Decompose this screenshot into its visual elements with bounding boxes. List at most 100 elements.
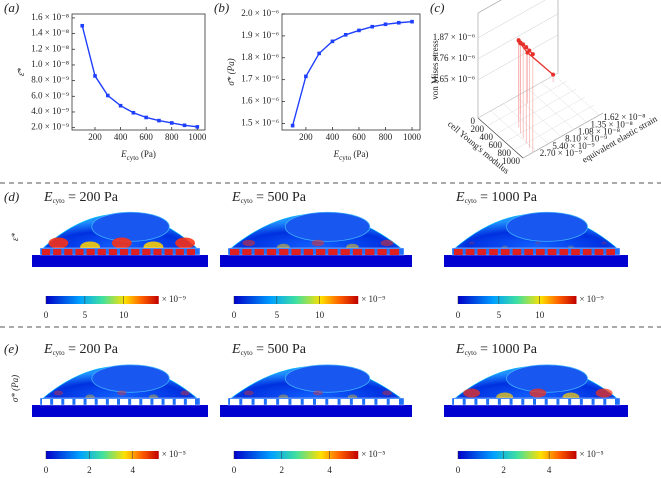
y-tick-label: 1.9 × 10⁻⁶ bbox=[241, 30, 279, 40]
pillar bbox=[164, 399, 173, 405]
pillar bbox=[120, 399, 129, 405]
colorbar-tick-label: 2 bbox=[87, 465, 92, 475]
pillar bbox=[266, 249, 277, 255]
pillar bbox=[86, 399, 95, 405]
pillar bbox=[42, 399, 51, 405]
marker bbox=[182, 123, 187, 128]
marker bbox=[290, 123, 295, 128]
y-tick-label: 8.10 × 10⁻⁹ bbox=[565, 134, 607, 144]
nucleus bbox=[91, 364, 170, 393]
marker bbox=[106, 93, 110, 98]
x-tick-label: 200 bbox=[471, 124, 485, 134]
colorbar-unit: × 10⁻⁹ bbox=[162, 294, 186, 304]
y-tick-label: 1.35 × 10⁻⁸ bbox=[591, 119, 633, 129]
marker bbox=[357, 28, 361, 33]
stress-region bbox=[53, 390, 64, 396]
pillar bbox=[97, 249, 106, 255]
grid-line bbox=[504, 96, 586, 143]
label-sub: cyto bbox=[127, 154, 140, 162]
nucleus bbox=[284, 211, 371, 242]
colorbar-tick-label: 4 bbox=[327, 465, 332, 475]
colorbar-tick-label: 10 bbox=[315, 310, 325, 320]
pillar bbox=[242, 249, 252, 255]
pillar bbox=[242, 399, 252, 405]
pillar bbox=[291, 399, 301, 405]
stress-region bbox=[601, 241, 608, 245]
stress-region bbox=[382, 390, 392, 396]
pillar bbox=[465, 249, 475, 255]
pillar bbox=[97, 399, 106, 405]
pillar bbox=[500, 249, 510, 255]
line bbox=[81, 25, 198, 128]
pillar bbox=[571, 249, 580, 255]
colorbar-tick-label: 10 bbox=[119, 310, 129, 320]
pillar bbox=[594, 399, 604, 405]
label-rest: = 200 Pa bbox=[65, 342, 119, 357]
label-main: E bbox=[231, 342, 241, 357]
substrate bbox=[444, 405, 628, 417]
grid-line bbox=[503, 103, 549, 144]
pillar bbox=[377, 249, 387, 255]
pillar bbox=[316, 399, 326, 405]
plot-frame bbox=[281, 13, 421, 131]
panel-label: (d) bbox=[4, 189, 19, 204]
colorbar-tick-label: 5 bbox=[497, 310, 502, 320]
y-tick-label: 2.0 × 10⁻⁹ bbox=[31, 122, 69, 132]
marker bbox=[370, 24, 375, 29]
x-tick-label: 600 bbox=[139, 132, 153, 142]
grid-line bbox=[486, 80, 568, 127]
pillar bbox=[547, 249, 557, 255]
stress-region bbox=[568, 245, 574, 249]
x-tick-label: 1000 bbox=[502, 156, 521, 166]
label-rest: = 500 Pa bbox=[253, 190, 307, 205]
pillar bbox=[536, 399, 545, 405]
marker bbox=[131, 110, 136, 115]
panel-label: (b) bbox=[214, 0, 229, 15]
y-tick-label: 1.8 × 10⁻⁶ bbox=[241, 52, 279, 62]
colorbar-tick-label: 5 bbox=[275, 310, 280, 320]
plot-frame bbox=[71, 13, 206, 131]
colorbar-unit: × 10⁻⁵ bbox=[162, 449, 186, 459]
pillar bbox=[477, 249, 487, 255]
z-tick-label: 1.76 × 10⁻⁶ bbox=[433, 53, 475, 63]
pillar bbox=[108, 399, 117, 405]
grid-line bbox=[477, 13, 559, 60]
stress-region bbox=[117, 390, 127, 396]
pillar bbox=[186, 249, 195, 255]
marker bbox=[410, 19, 414, 24]
nucleus bbox=[284, 364, 371, 393]
colorbar-tick-label: 0 bbox=[44, 310, 49, 320]
panel-label: (c) bbox=[430, 0, 444, 15]
colorbar-tick-label: 0 bbox=[456, 310, 461, 320]
pillar bbox=[142, 399, 151, 405]
pillar bbox=[489, 399, 498, 405]
pillar bbox=[131, 249, 140, 255]
marker bbox=[80, 23, 85, 28]
colorbar-tick-label: 10 bbox=[535, 310, 545, 320]
pillar bbox=[340, 399, 350, 405]
pillar bbox=[389, 249, 399, 255]
y-tick-label: 5.40 × 10⁻⁹ bbox=[552, 141, 594, 151]
z-axis-title: von Mises stress bbox=[430, 40, 440, 100]
pillar bbox=[230, 249, 240, 255]
label-sub: cyto bbox=[465, 349, 478, 357]
map-title: Ecyto = 1000 Pa bbox=[455, 190, 538, 205]
grid-line bbox=[528, 89, 574, 130]
colorbar bbox=[458, 296, 577, 304]
label-rest: = 1000 Pa bbox=[477, 342, 538, 357]
nucleus bbox=[91, 211, 170, 242]
pillar bbox=[42, 249, 51, 255]
label-unit: (Pa) bbox=[351, 149, 368, 159]
colorbar bbox=[234, 451, 359, 459]
pillar bbox=[153, 249, 162, 255]
y-tick-label: 6.0 × 10⁻⁹ bbox=[31, 90, 69, 100]
pillar bbox=[582, 249, 592, 255]
marker bbox=[551, 72, 556, 77]
pillar bbox=[266, 399, 277, 405]
marker bbox=[330, 39, 335, 44]
pillar bbox=[524, 249, 533, 255]
stress-region bbox=[529, 388, 547, 398]
z-tick-label: 1.65 × 10⁻⁶ bbox=[433, 74, 475, 84]
y-tick-label: 1.6 × 10⁻⁶ bbox=[241, 96, 279, 106]
